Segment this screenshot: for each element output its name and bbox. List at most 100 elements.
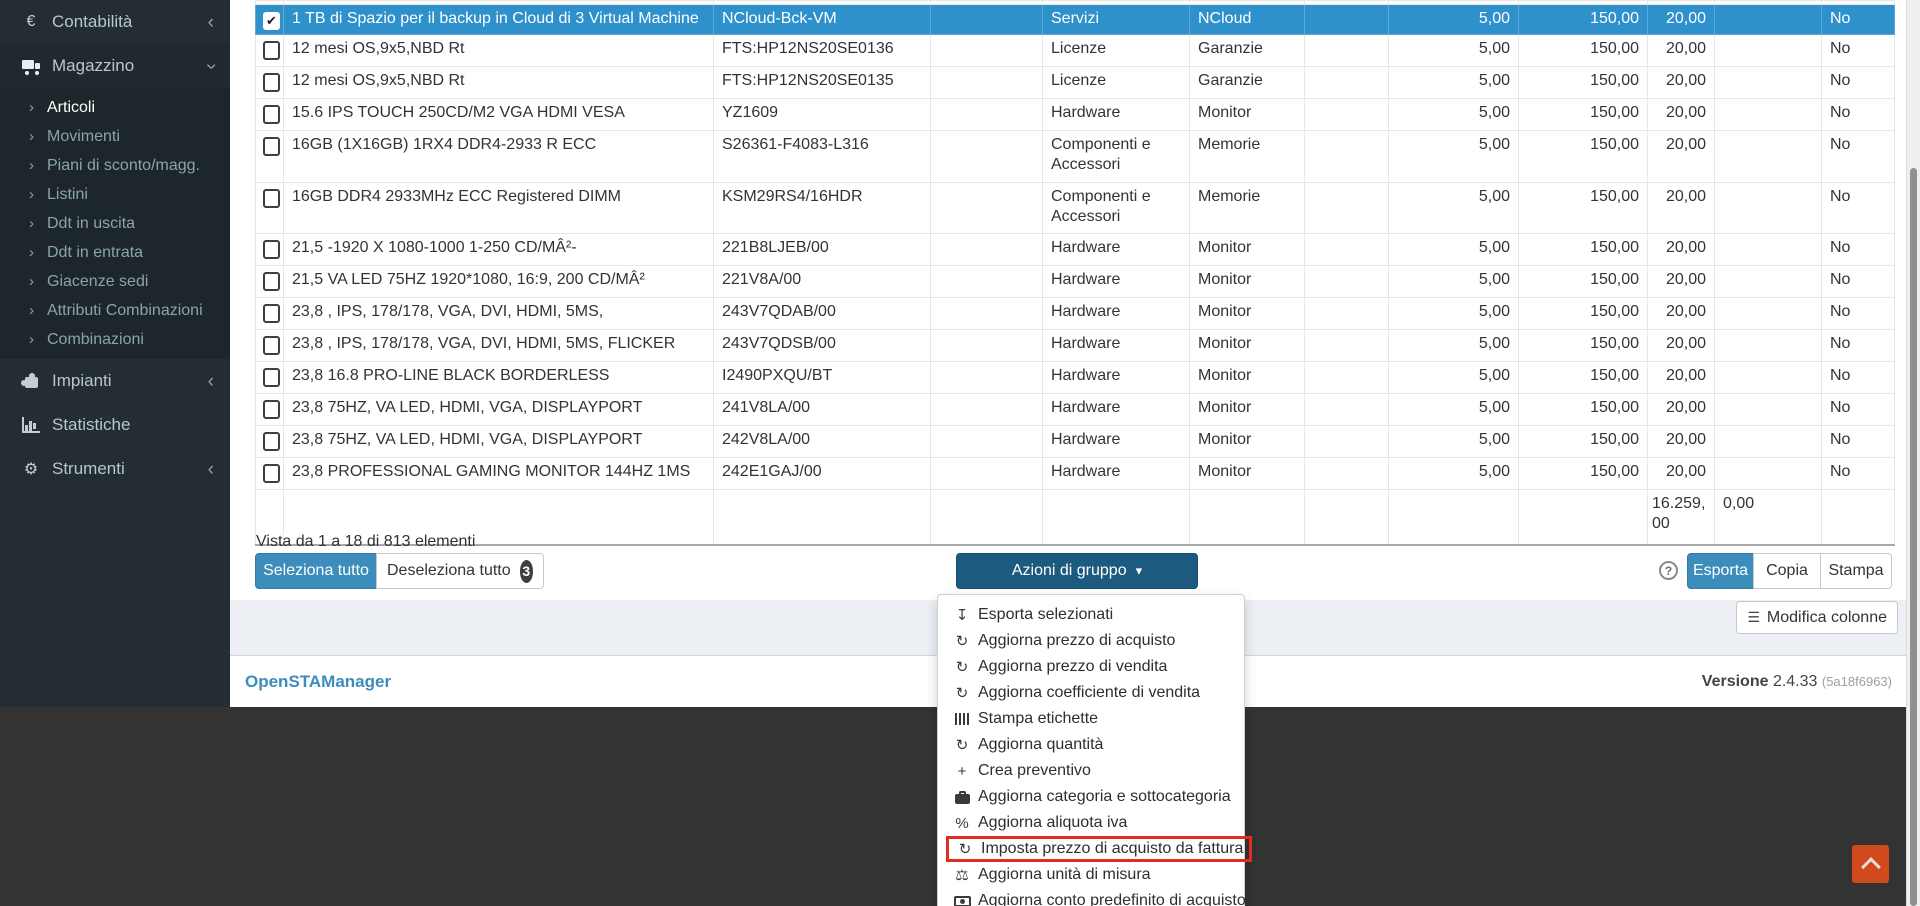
checkbox-checked-icon[interactable]: ✔: [263, 12, 280, 30]
checkbox-icon[interactable]: [263, 41, 280, 60]
cell-description: 12 mesi OS,9x5,NBD Rt: [283, 66, 714, 99]
table-row[interactable]: 23,8 75HZ, VA LED, HDMI, VGA, DISPLAYPOR…: [255, 425, 1895, 458]
menu-item-aggiorna-conto-predefinito-di-acquisto[interactable]: Aggiorna conto predefinito di acquisto: [946, 888, 1252, 906]
table-row[interactable]: 23,8 , IPS, 178/178, VGA, DVI, HDMI, 5MS…: [255, 297, 1895, 330]
table-row[interactable]: 12 mesi OS,9x5,NBD Rt FTS:HP12NS20SE0136 L…: [255, 34, 1895, 67]
sidebar-item-contabilit[interactable]: € Contabilità ‹: [0, 0, 230, 44]
sidebar-subitem-attributi-combinazioni[interactable]: › Attributi Combinazioni: [0, 296, 230, 325]
menu-item-aggiorna-unit-di-misura[interactable]: ⚖ Aggiorna unità di misura: [946, 862, 1157, 888]
table-row[interactable]: 21,5 VA LED 75HZ 1920*1080, 16:9, 200 CD…: [255, 265, 1895, 298]
checkbox-icon[interactable]: [263, 189, 280, 208]
menu-item-aggiorna-prezzo-di-acquisto[interactable]: ↻ Aggiorna prezzo di acquisto: [946, 628, 1181, 654]
sidebar-item-strumenti[interactable]: ⚙ Strumenti ‹: [0, 447, 230, 491]
cell-empty: [930, 98, 1043, 131]
table-row[interactable]: 16GB (1X16GB) 1RX4 DDR4-2933 R ECC S26361…: [255, 130, 1895, 183]
sidebar-subitem-combinazioni[interactable]: › Combinazioni: [0, 325, 230, 354]
menu-item-label: Esporta selezionati: [978, 606, 1114, 623]
deselect-all-button[interactable]: Deseleziona tutto 3: [376, 553, 544, 589]
print-label: Stampa: [1828, 562, 1884, 579]
cell-code: 221B8LJEB/00: [713, 233, 931, 266]
sidebar-subitem-articoli[interactable]: › Articoli: [0, 93, 230, 122]
copy-button[interactable]: Copia: [1753, 553, 1821, 589]
menu-item-aggiorna-coefficiente-di-vendita[interactable]: ↻ Aggiorna coefficiente di vendita: [946, 680, 1206, 706]
checkbox-icon[interactable]: [263, 137, 280, 156]
cell-flag: No: [1821, 233, 1895, 266]
checkbox-icon[interactable]: [263, 336, 280, 355]
sidebar-subitem-movimenti[interactable]: › Movimenti: [0, 122, 230, 151]
sidebar-subitem-ddt-in-entrata[interactable]: › Ddt in entrata: [0, 238, 230, 267]
sidebar-item-magazzino[interactable]: Magazzino ‹: [0, 44, 230, 88]
checkbox-icon[interactable]: [263, 400, 280, 419]
cell-checkbox: ✔: [255, 4, 284, 35]
checkbox-icon[interactable]: [263, 272, 280, 291]
cell-subcategory: Monitor: [1189, 361, 1305, 394]
menu-item-crea-preventivo[interactable]: + Crea preventivo: [946, 758, 1097, 784]
sidebar-subitem-giacenze-sedi[interactable]: › Giacenze sedi: [0, 267, 230, 296]
sidebar-subitem-piani-di-sconto-magg[interactable]: › Piani di sconto/magg.: [0, 151, 230, 180]
cell-empty: [1304, 265, 1389, 298]
sidebar-subitem-label: Combinazioni: [47, 330, 144, 348]
totals-extra-value: 0,00: [1714, 489, 1822, 546]
menu-item-aggiorna-categoria-e-sottocategoria[interactable]: Aggiorna categoria e sottocategoria: [946, 784, 1237, 810]
cell-code: YZ1609: [713, 98, 931, 131]
checkbox-icon[interactable]: [263, 368, 280, 387]
checkbox-icon[interactable]: [263, 304, 280, 323]
cell-empty: [1714, 297, 1822, 330]
cell-empty: [1304, 297, 1389, 330]
back-to-top-button[interactable]: [1852, 845, 1889, 883]
menu-item-imposta-prezzo-di-acquisto-da-fattura[interactable]: ↻ Imposta prezzo di acquisto da fattura: [946, 836, 1253, 862]
edit-columns-button[interactable]: ☰ Modifica colonne: [1736, 601, 1898, 634]
table-row[interactable]: 23,8 16.8 PRO-LINE BLACK BORDERLESS I2490…: [255, 361, 1895, 394]
cell-empty: [1714, 98, 1822, 131]
sidebar-item-statistiche[interactable]: Statistiche: [0, 403, 230, 447]
menu-item-aggiorna-aliquota-iva[interactable]: % Aggiorna aliquota iva: [946, 810, 1133, 836]
cell-empty: [930, 361, 1043, 394]
app-home-link[interactable]: OpenSTAManager: [245, 671, 392, 691]
table-row[interactable]: 23,8 , IPS, 178/178, VGA, DVI, HDMI, 5MS…: [255, 329, 1895, 362]
puzzle-icon: [18, 373, 44, 388]
menu-item-label: Aggiorna conto predefinito di acquisto: [978, 892, 1246, 906]
menu-item-aggiorna-quantit[interactable]: ↻ Aggiorna quantità: [946, 732, 1109, 758]
checkbox-icon[interactable]: [263, 105, 280, 124]
table-row[interactable]: 12 mesi OS,9x5,NBD Rt FTS:HP12NS20SE0135 L…: [255, 66, 1895, 99]
cell-subcategory: Monitor: [1189, 297, 1305, 330]
page-scrollbar[interactable]: [1906, 0, 1920, 906]
cell-empty: [930, 297, 1043, 330]
cell-code: FTS:HP12NS20SE0135: [713, 66, 931, 99]
table-row[interactable]: 16GB DDR4 2933MHz ECC Registered DIMM KSM…: [255, 182, 1895, 234]
scrollbar-thumb[interactable]: [1910, 168, 1917, 906]
sidebar-item-label: Magazzino: [52, 56, 135, 75]
group-actions-button[interactable]: Azioni di gruppo ▾: [956, 553, 1198, 589]
table-row[interactable]: ✔ 1 TB di Spazio per il backup in Cloud d…: [255, 4, 1895, 35]
cell-description: 15.6 IPS TOUCH 250CD/M2 VGA HDMI VESA: [283, 98, 714, 131]
cell-checkbox: [255, 329, 284, 362]
print-button[interactable]: Stampa: [1820, 553, 1892, 589]
cell-subcategory: Monitor: [1189, 425, 1305, 458]
sidebar-item-impianti[interactable]: Impianti ‹: [0, 359, 230, 403]
cell-category: Hardware: [1042, 425, 1190, 458]
table-row[interactable]: 15.6 IPS TOUCH 250CD/M2 VGA HDMI VESA YZ1…: [255, 98, 1895, 131]
checkbox-icon[interactable]: [263, 240, 280, 259]
checkbox-icon[interactable]: [263, 432, 280, 451]
table-row[interactable]: 23,8 75HZ, VA LED, HDMI, VGA, DISPLAYPOR…: [255, 393, 1895, 426]
menu-item-stampa-etichette[interactable]: Stampa etichette: [946, 706, 1104, 732]
table-row[interactable]: 23,8 PROFESSIONAL GAMING MONITOR 144HZ 1…: [255, 457, 1895, 490]
sidebar-subitem-listini[interactable]: › Listini: [0, 180, 230, 209]
cell-code: S26361-F4083-L316: [713, 130, 931, 183]
export-button[interactable]: Esporta: [1687, 553, 1754, 589]
menu-item-esporta-selezionati[interactable]: ↧ Esporta selezionati: [946, 602, 1119, 628]
table-row[interactable]: 21,5 -1920 X 1080-1000 1-250 CD/MÂ²- 221B…: [255, 233, 1895, 266]
selection-count-badge: 3: [519, 559, 533, 583]
checkbox-icon[interactable]: [263, 73, 280, 92]
cell-vat: 20,00: [1647, 457, 1715, 490]
cell-code: 241V8LA/00: [713, 393, 931, 426]
checkbox-icon[interactable]: [263, 464, 280, 483]
cell-empty: [930, 329, 1043, 362]
menu-item-aggiorna-prezzo-di-vendita[interactable]: ↻ Aggiorna prezzo di vendita: [946, 654, 1173, 680]
version-label: Versione: [1701, 672, 1769, 690]
sidebar-subitem-ddt-in-uscita[interactable]: › Ddt in uscita: [0, 209, 230, 238]
cell-empty: [1714, 66, 1822, 99]
select-all-button[interactable]: Seleziona tutto: [255, 553, 377, 589]
help-icon[interactable]: ?: [1659, 561, 1678, 580]
cell-price: 150,00: [1518, 98, 1648, 131]
